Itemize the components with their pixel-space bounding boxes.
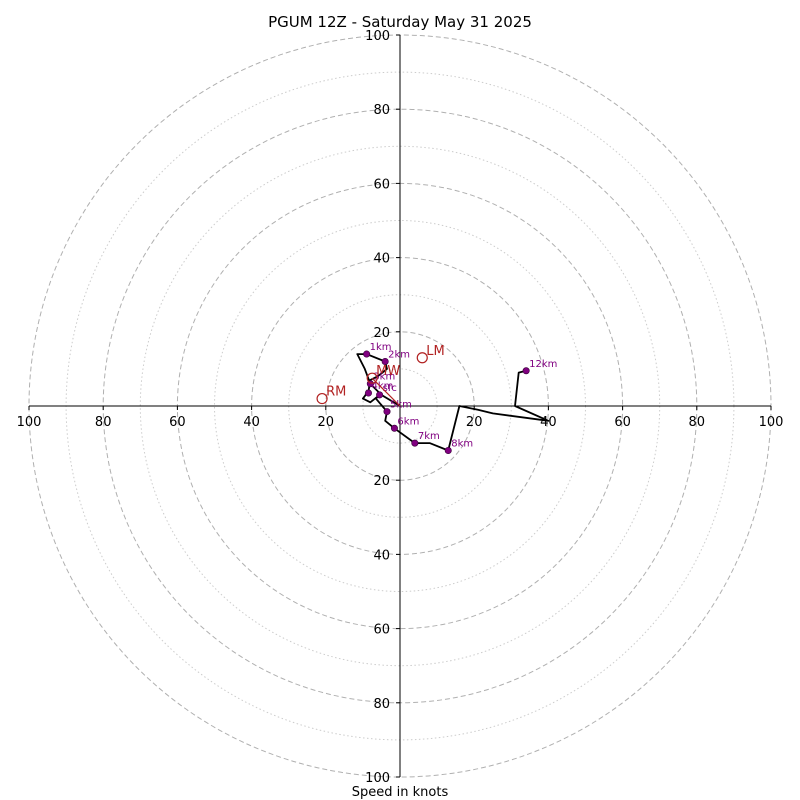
x-tick-label: 60 <box>169 415 186 430</box>
motion-label-RM: RM <box>326 385 346 400</box>
x-tick-label: 60 <box>614 415 631 430</box>
height-label-sfc: sfc <box>383 383 397 394</box>
height-label-7km: 7km <box>418 431 440 442</box>
motion-marker-RM <box>316 392 328 405</box>
height-label-12km: 12km <box>529 359 557 370</box>
shear-vector <box>371 377 401 407</box>
y-tick-label: 60 <box>373 623 390 638</box>
chart-title: PGUM 12Z - Saturday May 31 2025 <box>268 13 532 31</box>
y-tick-label: 40 <box>373 548 390 563</box>
y-tick-label: 20 <box>373 326 390 341</box>
height-label-4km: 4km <box>371 381 393 392</box>
height-label-2km: 2km <box>388 349 410 360</box>
x-tick-label: 20 <box>466 415 483 430</box>
motion-label-LM: LM <box>426 344 444 359</box>
x-tick-label: 100 <box>759 415 784 430</box>
height-marker-12km <box>522 367 530 375</box>
height-marker-8km <box>444 447 452 455</box>
height-marker-1km <box>363 350 371 358</box>
motion-marker-MW <box>366 372 378 384</box>
x-tick-label: 40 <box>243 415 260 430</box>
motion-marker-LM <box>416 352 428 364</box>
height-label-3km: 3km <box>373 372 395 383</box>
y-tick-label: 80 <box>373 103 390 118</box>
storm-motion-markers: RM LM MW <box>316 344 445 407</box>
height-marker-7km <box>411 439 419 447</box>
height-label-8km: 8km <box>451 439 473 450</box>
x-tick-label: 20 <box>318 415 335 430</box>
x-tick-label: 100 <box>17 415 42 430</box>
height-marker-sfc <box>376 391 384 399</box>
height-marker-5km <box>383 408 391 416</box>
y-tick-label: 40 <box>373 252 390 267</box>
y-tick-label: 80 <box>373 697 390 712</box>
motion-label-MW: MW <box>376 364 400 379</box>
height-marker-6km <box>390 424 398 432</box>
x-tick-label: 80 <box>95 415 112 430</box>
tick-labels: 100 80 60 40 20 20 40 60 80 100100806040202040608… <box>17 29 784 786</box>
y-tick-label: 60 <box>373 177 390 192</box>
y-tick-label: 100 <box>365 29 390 44</box>
y-tick-label: 20 <box>373 474 390 489</box>
height-label-1km: 1km <box>370 342 392 353</box>
x-axis-label: Speed in knots <box>352 785 449 800</box>
height-label-6km: 6km <box>397 416 419 427</box>
height-marker-4km <box>364 389 372 397</box>
x-tick-label: 80 <box>689 415 706 430</box>
height-label-5km: 5km <box>390 400 412 411</box>
y-tick-label: 100 <box>365 771 390 786</box>
height-marker-2km <box>381 357 389 365</box>
